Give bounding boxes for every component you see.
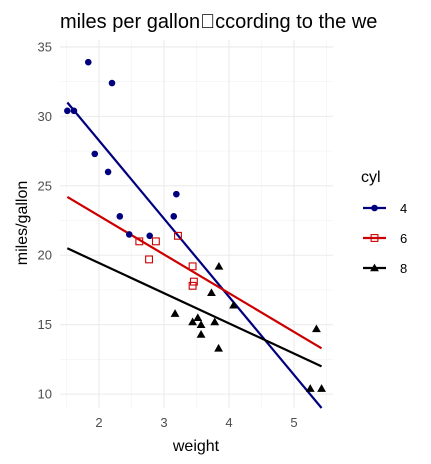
point-cyl-4: [104, 168, 112, 176]
point-cyl-6: [188, 262, 197, 271]
legend: cyl 4 6 8: [361, 169, 407, 276]
point-cyl-4: [146, 232, 153, 240]
point-cyl-8: [170, 309, 180, 317]
point-cyl-8: [196, 330, 206, 338]
point-cyl-8: [188, 317, 197, 326]
legend-key-marker: [370, 234, 379, 242]
point-cyl-4: [173, 190, 180, 198]
legend-label: 6: [400, 231, 407, 246]
x-tick-labels: 2 3 4 5: [95, 415, 297, 430]
y-tick-label: 15: [38, 317, 52, 332]
y-tick-label: 35: [38, 39, 52, 54]
legend-key-marker: [371, 204, 378, 212]
fit-line-cyl-4: [66, 101, 323, 409]
point-cyl-4: [64, 107, 71, 115]
point-cyl-8: [317, 384, 326, 392]
point-cyl-8: [210, 317, 220, 326]
point-cyl-8: [193, 313, 203, 322]
legend-title: cyl: [361, 169, 381, 186]
point-cyl-6: [145, 255, 153, 264]
fit-line-cyl-8: [66, 247, 323, 368]
y-tick-label: 25: [38, 178, 52, 193]
point-cyl-8: [207, 288, 216, 297]
point-cyl-8: [305, 384, 315, 392]
fit-line-cyl-6: [66, 195, 323, 350]
y-tick-label: 30: [38, 109, 52, 124]
point-cyl-8: [312, 324, 321, 333]
point-cyl-6: [135, 237, 144, 246]
point-cyl-4: [91, 150, 99, 158]
legend-label: 8: [400, 261, 407, 276]
y-tick-labels: 10 15 20 25 30 35: [38, 39, 52, 401]
y-tick-label: 20: [38, 248, 52, 263]
x-axis-label: weight: [172, 438, 220, 455]
point-cyl-8: [214, 343, 223, 352]
chart-title: miles per gallon ccording to the we: [60, 11, 377, 33]
point-cyl-4: [70, 107, 78, 115]
point-cyl-8: [214, 261, 224, 270]
point-cyl-4: [116, 213, 124, 220]
x-tick-label: 5: [290, 415, 297, 430]
point-cyl-6: [189, 277, 198, 286]
fit-lines: [66, 101, 323, 409]
y-axis-label: miles/gallon: [14, 181, 31, 265]
x-tick-label: 4: [225, 415, 232, 430]
point-cyl-4: [108, 79, 116, 87]
grid: [60, 40, 333, 408]
point-cyl-6: [188, 281, 197, 290]
point-cyl-4: [84, 58, 92, 66]
point-cyl-6: [151, 237, 160, 246]
legend-label: 4: [400, 201, 407, 216]
point-cyl-8: [196, 320, 206, 328]
x-tick-label: 3: [160, 415, 167, 430]
point-cyl-4: [170, 213, 178, 220]
x-tick-label: 2: [95, 415, 102, 430]
y-tick-label: 10: [38, 387, 52, 402]
point-cyl-4: [125, 231, 133, 238]
data-points: [64, 58, 326, 392]
point-cyl-8: [229, 300, 238, 309]
legend-key-marker: [370, 263, 379, 272]
point-cyl-6: [174, 231, 182, 240]
